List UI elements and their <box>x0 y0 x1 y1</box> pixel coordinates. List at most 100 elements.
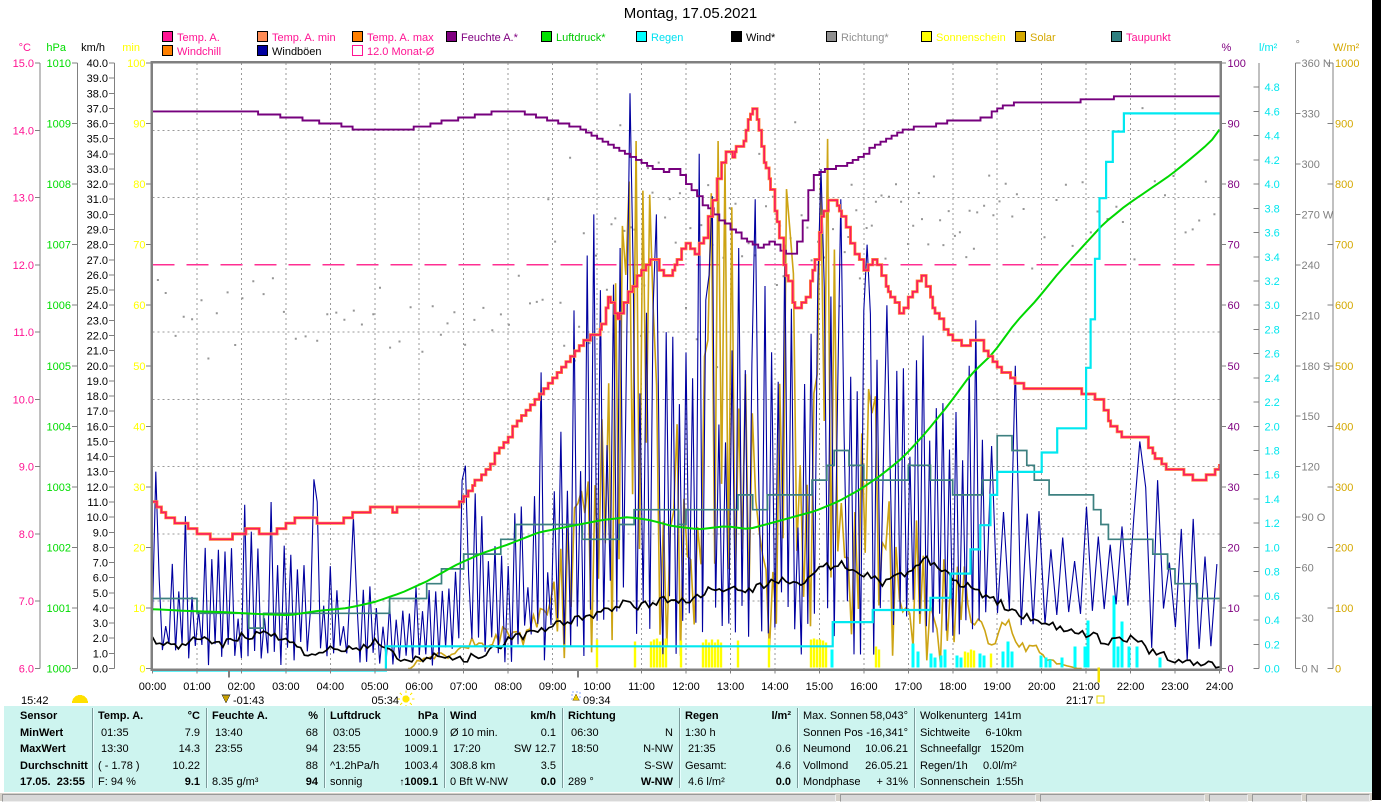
svg-text:W/m²: W/m² <box>1333 42 1360 54</box>
svg-text:5.0: 5.0 <box>93 588 108 600</box>
svg-text:04:00: 04:00 <box>317 681 345 693</box>
svg-text:20: 20 <box>133 542 145 554</box>
svg-text:0.6: 0.6 <box>1265 591 1280 603</box>
svg-text:700: 700 <box>1335 240 1353 252</box>
svg-text:0: 0 <box>139 664 145 676</box>
svg-text:°C: °C <box>19 42 31 54</box>
svg-text:6.0: 6.0 <box>19 664 34 676</box>
svg-text:1000: 1000 <box>1335 58 1359 70</box>
svg-text:1.4: 1.4 <box>1265 494 1280 506</box>
svg-text:0.0: 0.0 <box>1265 664 1280 676</box>
svg-text:6.0: 6.0 <box>93 573 108 585</box>
svg-text:24.0: 24.0 <box>87 300 108 312</box>
svg-text:2.2: 2.2 <box>1265 397 1280 409</box>
svg-text:10: 10 <box>133 603 145 615</box>
svg-text:90 O: 90 O <box>1302 512 1326 524</box>
svg-text:36.0: 36.0 <box>87 119 108 131</box>
svg-text:1.6: 1.6 <box>1265 470 1280 482</box>
svg-text:1.2: 1.2 <box>1265 518 1280 530</box>
svg-text:50: 50 <box>1228 361 1240 373</box>
svg-text:2.0: 2.0 <box>93 633 108 645</box>
svg-text:3.0: 3.0 <box>1265 300 1280 312</box>
svg-text:17:00: 17:00 <box>895 681 923 693</box>
svg-text:14.0: 14.0 <box>13 125 34 137</box>
svg-text:4.2: 4.2 <box>1265 155 1280 167</box>
svg-text:3.8: 3.8 <box>1265 203 1280 215</box>
svg-text:900: 900 <box>1335 119 1353 131</box>
svg-text:21.0: 21.0 <box>87 346 108 358</box>
svg-text:22.0: 22.0 <box>87 331 108 343</box>
svg-text:18:00: 18:00 <box>939 681 967 693</box>
svg-text:50: 50 <box>133 361 145 373</box>
svg-text:10.0: 10.0 <box>87 512 108 524</box>
svg-text:21:00: 21:00 <box>1072 681 1100 693</box>
svg-text:60: 60 <box>1228 300 1240 312</box>
svg-text:600: 600 <box>1335 300 1353 312</box>
svg-text:1002: 1002 <box>47 542 71 554</box>
svg-text:15.0: 15.0 <box>13 58 34 70</box>
svg-text:240: 240 <box>1302 260 1320 272</box>
svg-text:500: 500 <box>1335 361 1353 373</box>
svg-text:30: 30 <box>1228 482 1240 494</box>
svg-text:300: 300 <box>1302 159 1320 171</box>
svg-text:1006: 1006 <box>47 300 71 312</box>
svg-text:28.0: 28.0 <box>87 240 108 252</box>
svg-text:1005: 1005 <box>47 361 71 373</box>
svg-text:21:17: 21:17 <box>1066 695 1094 707</box>
svg-text:60: 60 <box>133 300 145 312</box>
svg-text:l/m²: l/m² <box>1259 42 1278 54</box>
svg-text:09:34: 09:34 <box>583 695 611 707</box>
svg-text:100: 100 <box>1228 58 1246 70</box>
svg-text:90: 90 <box>133 119 145 131</box>
svg-text:24:00: 24:00 <box>1206 681 1234 693</box>
svg-text:18.0: 18.0 <box>87 391 108 403</box>
svg-text:2.8: 2.8 <box>1265 324 1280 336</box>
svg-text:200: 200 <box>1335 542 1353 554</box>
svg-text:15:00: 15:00 <box>806 681 834 693</box>
svg-text:330: 330 <box>1302 109 1320 121</box>
svg-text:120: 120 <box>1302 462 1320 474</box>
svg-text:4.0: 4.0 <box>93 603 108 615</box>
svg-text:06:00: 06:00 <box>405 681 433 693</box>
svg-text:4.6: 4.6 <box>1265 106 1280 118</box>
svg-text:40.0: 40.0 <box>87 58 108 70</box>
svg-text:17.0: 17.0 <box>87 406 108 418</box>
svg-text:23.0: 23.0 <box>87 315 108 327</box>
svg-text:30.0: 30.0 <box>87 209 108 221</box>
svg-text:00:00: 00:00 <box>139 681 167 693</box>
svg-text:min: min <box>122 42 140 54</box>
svg-text:4.4: 4.4 <box>1265 131 1280 143</box>
svg-text:12.0: 12.0 <box>87 482 108 494</box>
svg-text:1.0: 1.0 <box>1265 542 1280 554</box>
svg-text:1.0: 1.0 <box>93 648 108 660</box>
svg-text:210: 210 <box>1302 310 1320 322</box>
svg-text:9.0: 9.0 <box>19 462 34 474</box>
svg-text:25.0: 25.0 <box>87 285 108 297</box>
svg-text:10.0: 10.0 <box>13 394 34 406</box>
svg-text:39.0: 39.0 <box>87 73 108 85</box>
svg-text:37.0: 37.0 <box>87 103 108 115</box>
svg-text:10:00: 10:00 <box>583 681 611 693</box>
svg-text:38.0: 38.0 <box>87 88 108 100</box>
svg-text:1010: 1010 <box>47 58 71 70</box>
svg-text:19:00: 19:00 <box>983 681 1011 693</box>
svg-text:1009: 1009 <box>47 119 71 131</box>
svg-text:1007: 1007 <box>47 240 71 252</box>
svg-text:16.0: 16.0 <box>87 421 108 433</box>
svg-text:11:00: 11:00 <box>628 681 655 693</box>
svg-text:12.0: 12.0 <box>13 260 34 272</box>
svg-text:90: 90 <box>1228 119 1240 131</box>
svg-text:9.0: 9.0 <box>93 527 108 539</box>
svg-text:8.0: 8.0 <box>19 529 34 541</box>
svg-text:27.0: 27.0 <box>87 255 108 267</box>
svg-text:180 S: 180 S <box>1302 361 1331 373</box>
svg-text:3.6: 3.6 <box>1265 228 1280 240</box>
svg-text:300: 300 <box>1335 482 1353 494</box>
svg-text:08:00: 08:00 <box>494 681 522 693</box>
svg-text:09:00: 09:00 <box>539 681 567 693</box>
svg-text:1000: 1000 <box>47 664 71 676</box>
svg-text:-01:43: -01:43 <box>233 695 264 707</box>
svg-text:19.0: 19.0 <box>87 376 108 388</box>
svg-text:0 N: 0 N <box>1302 664 1319 676</box>
svg-text:2.4: 2.4 <box>1265 373 1280 385</box>
